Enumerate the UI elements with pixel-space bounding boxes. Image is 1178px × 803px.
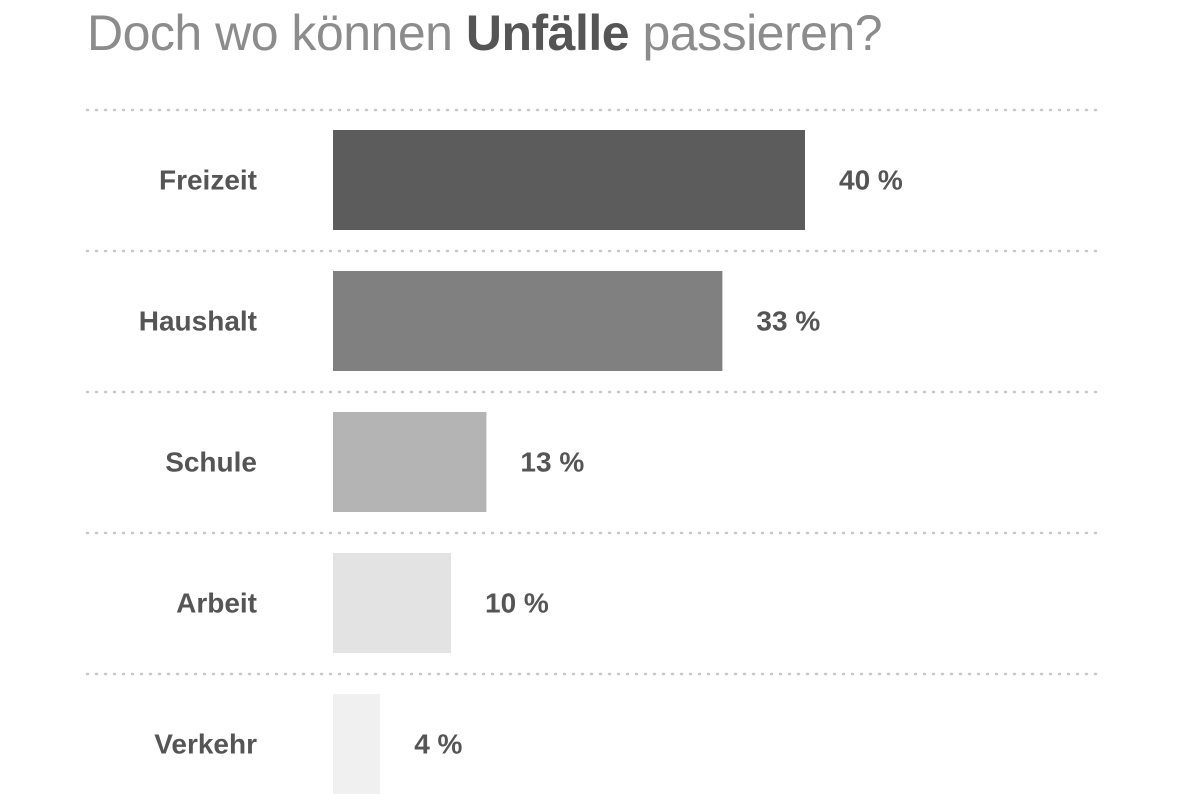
value-label: 4 % — [414, 729, 462, 760]
category-label: Verkehr — [154, 729, 257, 760]
bar-schule — [333, 412, 487, 512]
value-label: 13 % — [520, 447, 584, 478]
category-label: Schule — [165, 447, 257, 478]
value-label: 33 % — [756, 306, 820, 337]
value-label: 40 % — [839, 165, 903, 196]
bar-haushalt — [333, 271, 723, 371]
bar-arbeit — [333, 553, 451, 653]
bar-verkehr — [333, 694, 381, 794]
chart-title-suffix: passieren? — [629, 5, 883, 61]
chart-title-emphasis: Unfälle — [465, 5, 630, 61]
chart-title: Doch wo können Unfälle passieren? — [87, 5, 883, 61]
chart-title-prefix: Doch wo können — [87, 5, 466, 61]
category-label: Haushalt — [139, 306, 257, 337]
bar-freizeit — [333, 130, 805, 230]
category-label: Freizeit — [159, 165, 257, 196]
value-label: 10 % — [485, 588, 549, 619]
category-label: Arbeit — [176, 588, 257, 619]
